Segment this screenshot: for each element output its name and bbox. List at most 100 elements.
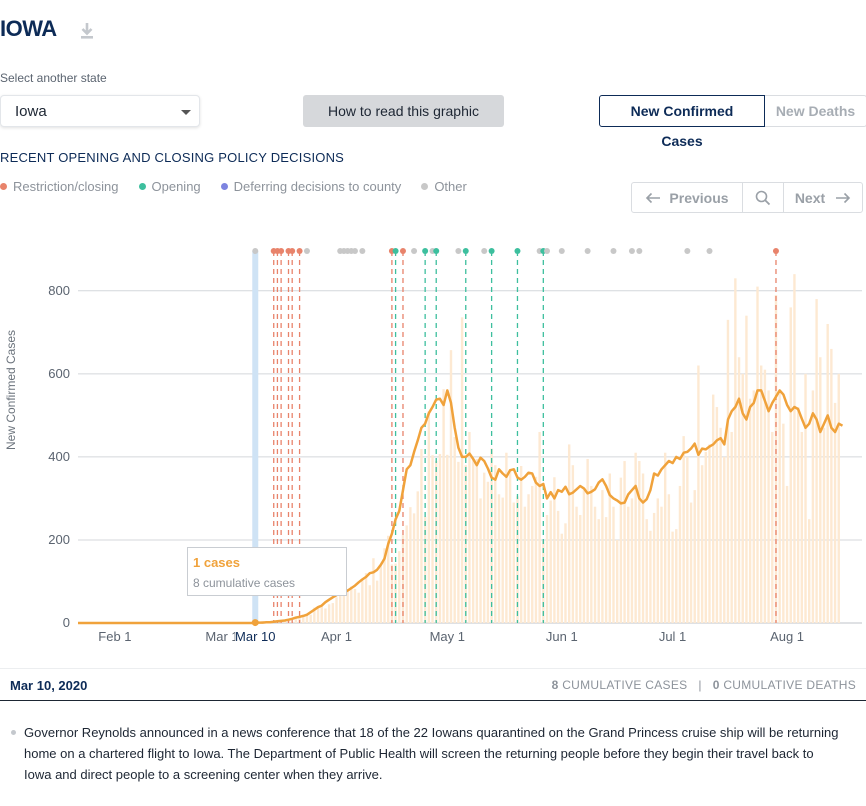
arrow-right-icon (836, 192, 851, 203)
policy-event-dot (684, 248, 691, 254)
case-bar (512, 502, 515, 623)
case-bar (316, 608, 320, 623)
case-bar (708, 444, 711, 623)
cumulative-deaths-label: CUMULATIVE DEATHS (723, 678, 856, 692)
case-bar (446, 454, 449, 623)
case-bar (700, 465, 704, 623)
x-tick-label: May 1 (430, 629, 465, 644)
policy-event-dot (706, 248, 713, 254)
info-bar: Mar 10, 2020 8 CUMULATIVE CASES | 0 CUMU… (0, 668, 866, 701)
case-bar (302, 615, 305, 623)
legend-label: Other (434, 179, 467, 194)
case-bar (767, 390, 770, 623)
tooltip-cumulative: 8 cumulative cases (193, 576, 296, 590)
case-bar (808, 519, 811, 623)
case-bar (760, 365, 763, 623)
x-tick-label: Mar 1 (205, 629, 238, 644)
case-bar (638, 461, 641, 623)
event-item: Governor Reynolds announced in a news co… (10, 722, 840, 785)
case-bar (331, 603, 335, 623)
page-title: IOWA (0, 16, 57, 41)
policy-event-dot (488, 248, 495, 254)
next-button[interactable]: Next (784, 183, 862, 212)
policy-legend: Restriction/closing Opening Deferring de… (0, 179, 467, 194)
case-bar (678, 485, 682, 623)
case-bar (405, 525, 408, 623)
search-button[interactable] (743, 183, 784, 212)
legend-dot (0, 183, 7, 190)
legend-item-other: Other (421, 179, 467, 194)
case-bar (545, 515, 549, 623)
policy-event-dot (544, 248, 551, 254)
new-deaths-tab[interactable]: New Deaths (765, 95, 866, 127)
case-bar (379, 566, 383, 623)
policy-event-dot (351, 248, 358, 254)
state-select[interactable]: Iowa (0, 95, 200, 127)
case-bar (579, 515, 582, 623)
case-bar (305, 614, 309, 623)
y-tick-label: 600 (48, 366, 70, 381)
case-bar (819, 357, 822, 623)
case-bar (431, 455, 434, 623)
case-bar (442, 389, 445, 623)
policy-event-dot (399, 248, 406, 254)
new-cases-tab[interactable]: New Confirmed Cases (599, 95, 765, 149)
case-bar (339, 594, 342, 623)
policy-event-dot (610, 248, 617, 254)
policy-event-dot (455, 248, 462, 254)
case-bar (361, 579, 364, 623)
case-bar (752, 390, 756, 623)
chart-tooltip: 1 cases 8 cumulative cases (187, 547, 347, 596)
chevron-down-icon (181, 110, 191, 115)
cases-chart[interactable]: 0 200 400 600 800 New Confirmed Cases Feb 1 Mar… (0, 240, 866, 650)
case-bar (745, 315, 748, 623)
case-bar (782, 423, 785, 623)
case-bar (833, 402, 837, 623)
case-bar (741, 373, 744, 623)
case-bar (627, 506, 630, 623)
cumulative-deaths-count: 0 (712, 678, 720, 692)
case-bar (309, 614, 312, 623)
case-bar (357, 592, 360, 623)
case-bar (645, 519, 648, 623)
legend-item-county: Deferring decisions to county (220, 179, 401, 194)
case-bar (387, 535, 390, 623)
case-bar (471, 458, 475, 623)
case-bar (375, 580, 379, 623)
state-select-value: Iowa (15, 103, 47, 120)
case-bar (490, 448, 493, 623)
case-bar (719, 427, 722, 623)
policy-heading: RECENT OPENING AND CLOSING POLICY DECISI… (0, 150, 345, 165)
policy-event-dot (772, 248, 779, 254)
x-tick-label: Aug 1 (770, 629, 804, 644)
event-list: Governor Reynolds announced in a news co… (10, 722, 840, 785)
x-tick-label: Jun 1 (546, 629, 578, 644)
case-bar (649, 530, 652, 623)
case-bar (804, 373, 807, 623)
case-bar (763, 369, 767, 623)
case-bar (800, 431, 804, 623)
download-icon[interactable] (78, 21, 96, 41)
case-bar (468, 431, 471, 623)
case-bar (604, 517, 608, 623)
policy-event-dot (303, 248, 310, 254)
case-bar (342, 593, 346, 623)
policy-event-dot (481, 248, 488, 254)
previous-button[interactable]: Previous (632, 183, 743, 212)
y-tick-label: 0 (63, 615, 70, 630)
cumulative-stats: 8 CUMULATIVE CASES | 0 CUMULATIVE DEATHS (552, 678, 856, 692)
how-to-read-button[interactable]: How to read this graphic (303, 95, 504, 127)
case-bar (320, 606, 323, 623)
case-bar (497, 494, 501, 623)
case-bar (464, 465, 467, 623)
policy-event-dot (252, 248, 259, 254)
case-bar (549, 500, 552, 623)
legend-label: Restriction/closing (13, 179, 119, 194)
policy-event-dot (584, 248, 591, 254)
case-bar (527, 494, 530, 623)
selected-point (251, 619, 259, 627)
case-bar (796, 407, 800, 623)
case-bar (660, 506, 663, 623)
selected-date-label-bg (235, 628, 278, 646)
case-bar (686, 456, 689, 623)
